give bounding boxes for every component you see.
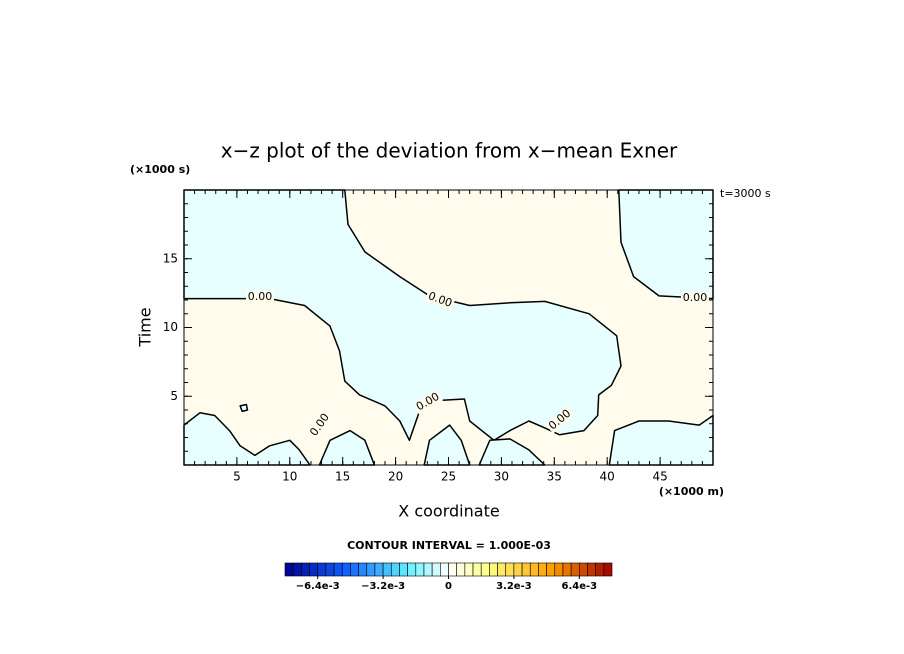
colorbar-box [505,562,515,577]
colorbar-box [317,562,327,577]
colorbar-box [350,562,359,577]
y-tick-label: 15 [163,251,178,265]
colorbar-box [423,562,433,577]
colorbar-box [448,562,457,577]
contour-label-bg [246,291,274,303]
colorbar-box [431,562,441,577]
x-axis-label: X coordinate [398,502,499,521]
x-tick-label: 40 [600,470,615,484]
colorbar-box [456,562,466,577]
colorbar-box [497,562,507,577]
colorbar-box [301,562,310,577]
colorbar-box [333,562,343,577]
colorbar-box [440,562,449,577]
colorbar-box [578,562,588,577]
contour-label-bg [307,410,333,440]
x-unit: (×1000 m) [659,485,724,498]
chart-title: x−z plot of the deviation from x−mean Ex… [221,139,678,163]
colorbar-box [603,562,613,577]
colorbar-box [366,562,376,577]
colorbar-tick-label: 6.4e-3 [561,581,597,592]
colorbar-box [472,562,482,577]
contour-label-bg [545,406,575,434]
colorbar-box [489,562,498,577]
colorbar-box [570,562,580,577]
x-tick-label: 45 [652,470,667,484]
contour-label: 0.00 [248,290,273,303]
y-tick-label: 10 [163,320,178,334]
x-tick-label: 10 [282,470,297,484]
colorbar-tick-label: 3.2e-3 [496,581,532,592]
colorbar-tick-label: −3.2e-3 [361,581,405,592]
contour-region [183,189,622,442]
colorbar-box [292,562,302,577]
colorbar-box [529,562,539,577]
colorbar-box [513,562,523,577]
x-tick-label: 15 [335,470,350,484]
annotation: t=3000 s [720,187,771,200]
contour-label-bg [412,389,444,415]
contour-label-bg [681,292,709,304]
colorbar-tick-label: 0 [445,581,452,592]
colorbar-box [325,562,335,577]
colorbar-box [399,562,408,577]
colorbar-box [521,562,531,577]
colorbar-box [341,562,351,577]
y-tick-label: 5 [170,389,178,403]
colorbar-box [562,562,572,577]
colorbar-box [480,562,490,577]
colorbar-tick-label: −6.4e-3 [296,581,340,592]
colorbar-box [407,562,417,577]
y-axis-label: Time [136,307,155,347]
colorbar-box [382,562,392,577]
colorbar-box [554,562,564,577]
colorbar-box [309,562,318,577]
x-tick-label: 25 [441,470,456,484]
y-unit: (×1000 s) [130,163,190,176]
colorbar-box [284,562,294,577]
colorbar-box [358,562,368,577]
colorbar-box [464,562,474,577]
colorbar-box [546,562,556,577]
colorbar-box [595,562,605,577]
colorbar-box [538,562,547,577]
colorbar-box [587,562,596,577]
x-tick-label: 20 [388,470,403,484]
contour-label-bg [424,289,456,311]
x-tick-label: 5 [233,470,241,484]
contour-region [239,403,249,413]
colorbar-box [415,562,425,577]
x-tick-label: 35 [547,470,562,484]
contour-label: 0.00 [683,291,708,304]
colorbar-box [390,562,400,577]
colorbar-title: CONTOUR INTERVAL = 1.000E-03 [347,539,551,552]
colorbar-box [374,562,384,577]
x-tick-label: 30 [494,470,509,484]
